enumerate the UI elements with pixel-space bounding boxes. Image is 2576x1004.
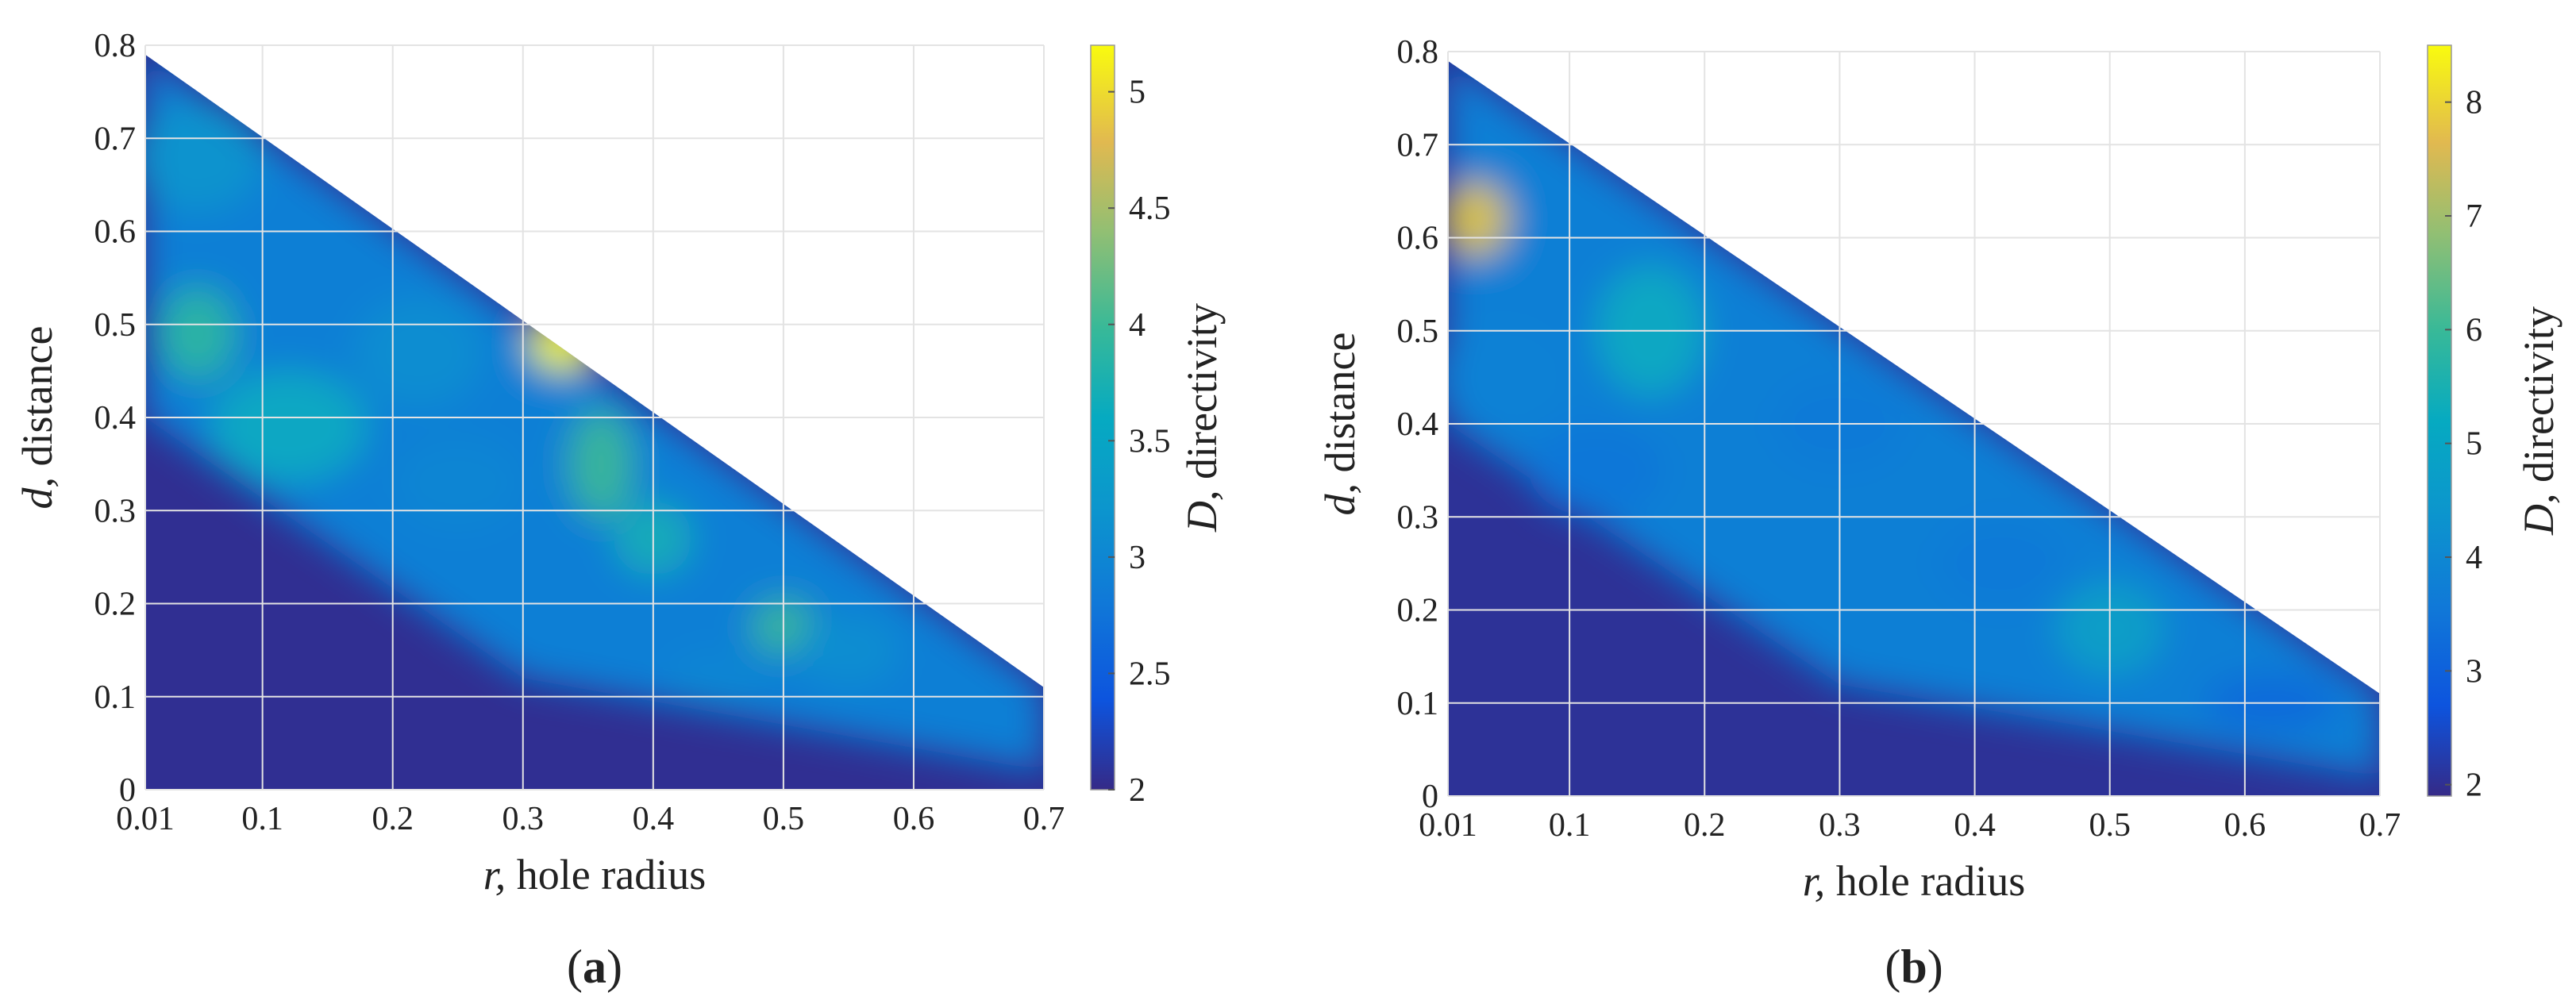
x-tick-label: 0.4 <box>633 801 675 837</box>
x-tick-label: 0.6 <box>893 801 935 837</box>
colorbar-tick-label: 2.5 <box>1129 656 1171 692</box>
x-ticks-b: 0.01 0.1 0.2 0.3 0.4 0.5 0.6 0.7 <box>1419 807 2401 844</box>
y-tick-label: 0.1 <box>94 679 137 716</box>
y-tick-label: 0.8 <box>94 28 137 64</box>
x-tick-label: 0.6 <box>2224 807 2266 844</box>
heatmap-hotspot <box>1448 321 1570 433</box>
colorbar-tick-label: 8 <box>2466 85 2482 121</box>
heatmap-hotspot <box>1529 424 1665 517</box>
x-tick-label: 0.4 <box>1954 807 1996 844</box>
colorbar-tick-label: 3 <box>2466 653 2482 690</box>
colorbar-tick-label: 7 <box>2466 198 2482 235</box>
heatmap-b <box>1448 60 2380 797</box>
y-tick-label: 0.4 <box>1397 406 1439 443</box>
heatmap-hotspot <box>1448 182 1509 256</box>
colorbar-tick-label: 3.5 <box>1129 423 1171 460</box>
y-tick-label: 0.4 <box>94 400 137 437</box>
y-axis-label-a: d, distance <box>13 326 61 510</box>
x-tick-label: 0.1 <box>1549 807 1591 844</box>
heatmap-hotspot <box>568 408 634 520</box>
colorbar-tick-label: 2 <box>2466 767 2482 804</box>
y-axis-label-b: d, distance <box>1316 333 1364 516</box>
x-axis-label-b: r, hole radius <box>1803 857 2025 905</box>
y-tick-label: 0.3 <box>94 493 137 529</box>
y-tick-label: 0.7 <box>1397 127 1439 163</box>
y-tick-label: 0.5 <box>94 307 137 344</box>
heatmap-hotspot <box>158 287 237 381</box>
colorbar-tick-label: 2 <box>1129 772 1146 809</box>
y-tick-label: 0.6 <box>94 214 137 251</box>
heatmap-hotspot <box>392 436 523 529</box>
x-tick-label: 0.5 <box>2089 807 2131 844</box>
colorbar-tick-label: 6 <box>2466 312 2482 348</box>
grid-a <box>144 44 1045 791</box>
colorbar-label-b: D, directivity <box>2515 306 2563 536</box>
y-tick-label: 0.7 <box>94 121 137 157</box>
x-tick-label: 0.3 <box>502 801 545 837</box>
colorbar-a: 2 2.5 3 3.5 4 4.5 5 <box>1090 44 1171 809</box>
x-tick-label: 0.3 <box>1819 807 1861 844</box>
y-ticks-b: 0 0.1 0.2 0.3 0.4 0.5 0.6 0.7 0.8 <box>1397 34 1439 815</box>
x-tick-label: 0.1 <box>241 801 283 837</box>
panel-b: 0.01 0.1 0.2 0.3 0.4 0.5 0.6 0.7 00.10.20.30.40… <box>1316 34 2563 993</box>
heatmap-hotspot <box>796 613 901 688</box>
y-tick-label: 0.3 <box>1397 499 1439 536</box>
colorbar-tick-label: 4 <box>2466 540 2482 576</box>
heatmap-hotspot <box>1934 517 2070 610</box>
panel-a: 0.01 0.1 0.2 0.3 0.4 0.5 0.6 0.7 00.10.20.30.40… <box>13 28 1226 993</box>
grid-b <box>1447 51 2381 797</box>
y-ticks-a: 0 0.1 0.2 0.3 0.4 0.5 0.6 0.7 0.8 <box>94 28 137 809</box>
colorbar-gradient <box>2427 44 2452 797</box>
x-ticks-a: 0.01 0.1 0.2 0.3 0.4 0.5 0.6 0.7 <box>116 801 1065 837</box>
panel-label-a: (a) <box>567 941 622 993</box>
heatmap-hotspot <box>210 371 367 483</box>
colorbar-tick-label: 5 <box>2466 426 2482 463</box>
x-tick-label: 0.7 <box>2359 807 2401 844</box>
colorbar-label-a: D, directivity <box>1178 303 1226 533</box>
x-tick-label: 0.01 <box>1419 807 1477 844</box>
colorbar-gradient <box>1090 44 1115 791</box>
heatmap-hotspot <box>145 101 263 213</box>
colorbar-tick-label: 4.5 <box>1129 190 1171 227</box>
colorbar-tick-label: 3 <box>1129 540 1146 576</box>
colorbar-b: 2 3 4 5 6 7 8 <box>2427 44 2482 804</box>
y-tick-label: 0.8 <box>1397 34 1439 71</box>
x-tick-label: 0.01 <box>116 801 175 837</box>
panel-label-b: (b) <box>1885 941 1943 993</box>
heatmap-hotspot <box>926 687 1031 744</box>
heatmap-hotspot <box>529 315 595 371</box>
y-tick-label: 0.5 <box>1397 314 1439 350</box>
y-tick-label: 0 <box>1422 779 1438 815</box>
y-tick-label: 0.6 <box>1397 221 1439 257</box>
y-tick-label: 0.2 <box>1397 593 1439 629</box>
x-axis-label-a: r, hole radius <box>483 851 706 898</box>
x-tick-label: 0.5 <box>763 801 805 837</box>
x-tick-label: 0.2 <box>1684 807 1726 844</box>
y-tick-label: 0.2 <box>94 587 137 623</box>
y-tick-label: 0 <box>119 772 136 809</box>
heatmap-hotspot <box>666 650 771 706</box>
x-tick-label: 0.2 <box>372 801 414 837</box>
heatmap-a <box>145 54 1044 791</box>
y-tick-label: 0.1 <box>1397 686 1439 722</box>
heatmap-hotspot <box>353 296 484 409</box>
x-tick-label: 0.7 <box>1023 801 1065 837</box>
colorbar-tick-label: 4 <box>1129 307 1146 344</box>
colorbar-tick-label: 5 <box>1129 75 1146 111</box>
